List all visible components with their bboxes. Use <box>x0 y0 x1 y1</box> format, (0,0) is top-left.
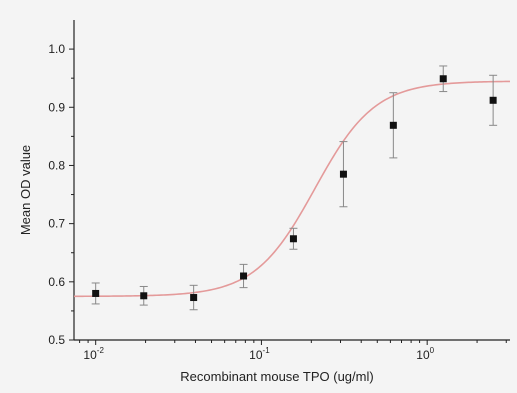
data-point <box>439 75 447 83</box>
data-points <box>92 75 497 302</box>
y-tick-label: 0.9 <box>48 100 65 114</box>
x-tick-label: 100 <box>416 346 434 362</box>
data-point <box>92 289 100 297</box>
y-tick-label: 0.5 <box>48 333 65 347</box>
data-point <box>339 170 347 178</box>
y-axis-title: Mean OD value <box>18 145 33 235</box>
x-axis-title: Recombinant mouse TPO (ug/ml) <box>180 369 373 384</box>
data-point <box>489 96 497 104</box>
data-point <box>140 292 148 300</box>
x-tick-label: 10-2 <box>83 346 104 362</box>
x-tick-base: 10 <box>416 348 430 362</box>
data-point <box>289 235 297 243</box>
x-tick-exponent: -1 <box>263 346 271 355</box>
y-tick-label: 1.0 <box>48 42 65 56</box>
data-point <box>240 272 248 280</box>
fit-curve <box>74 80 511 298</box>
x-tick-base: 10 <box>83 348 97 362</box>
error-bars <box>91 65 498 311</box>
x-tick-exponent: -2 <box>97 346 105 355</box>
y-tick-label: 0.6 <box>48 275 65 289</box>
x-tick-exponent: 0 <box>430 346 435 355</box>
axes <box>73 20 510 341</box>
x-tick-label: 10-1 <box>249 346 270 362</box>
axis-ticks: 0.50.60.70.80.91.010-2 10-1 100 <box>48 42 507 362</box>
data-point <box>190 294 198 302</box>
x-tick-base: 10 <box>249 348 263 362</box>
data-point <box>389 121 397 129</box>
y-tick-label: 0.8 <box>48 158 65 172</box>
y-tick-label: 0.7 <box>48 217 65 231</box>
